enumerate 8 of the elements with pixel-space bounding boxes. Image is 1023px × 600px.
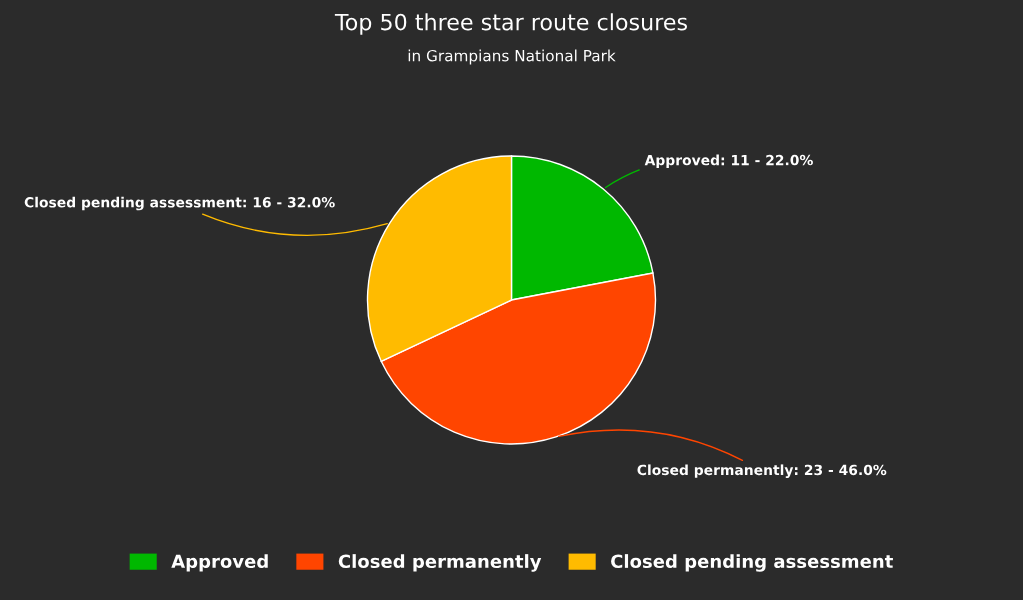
legend-label: Approved <box>171 554 268 572</box>
data-label: Closed pending assessment: 16 - 32.0% <box>24 196 335 211</box>
legend-label: Closed pending assessment <box>611 554 893 572</box>
data-label: Closed permanently: 23 - 46.0% <box>637 464 887 478</box>
legend-label: Closed permanently <box>338 554 542 572</box>
chart-subtitle: in Grampians National Park <box>408 49 616 65</box>
data-label: Approved: 11 - 22.0% <box>644 154 813 169</box>
chart-title: Top 50 three star route closures <box>334 13 687 35</box>
